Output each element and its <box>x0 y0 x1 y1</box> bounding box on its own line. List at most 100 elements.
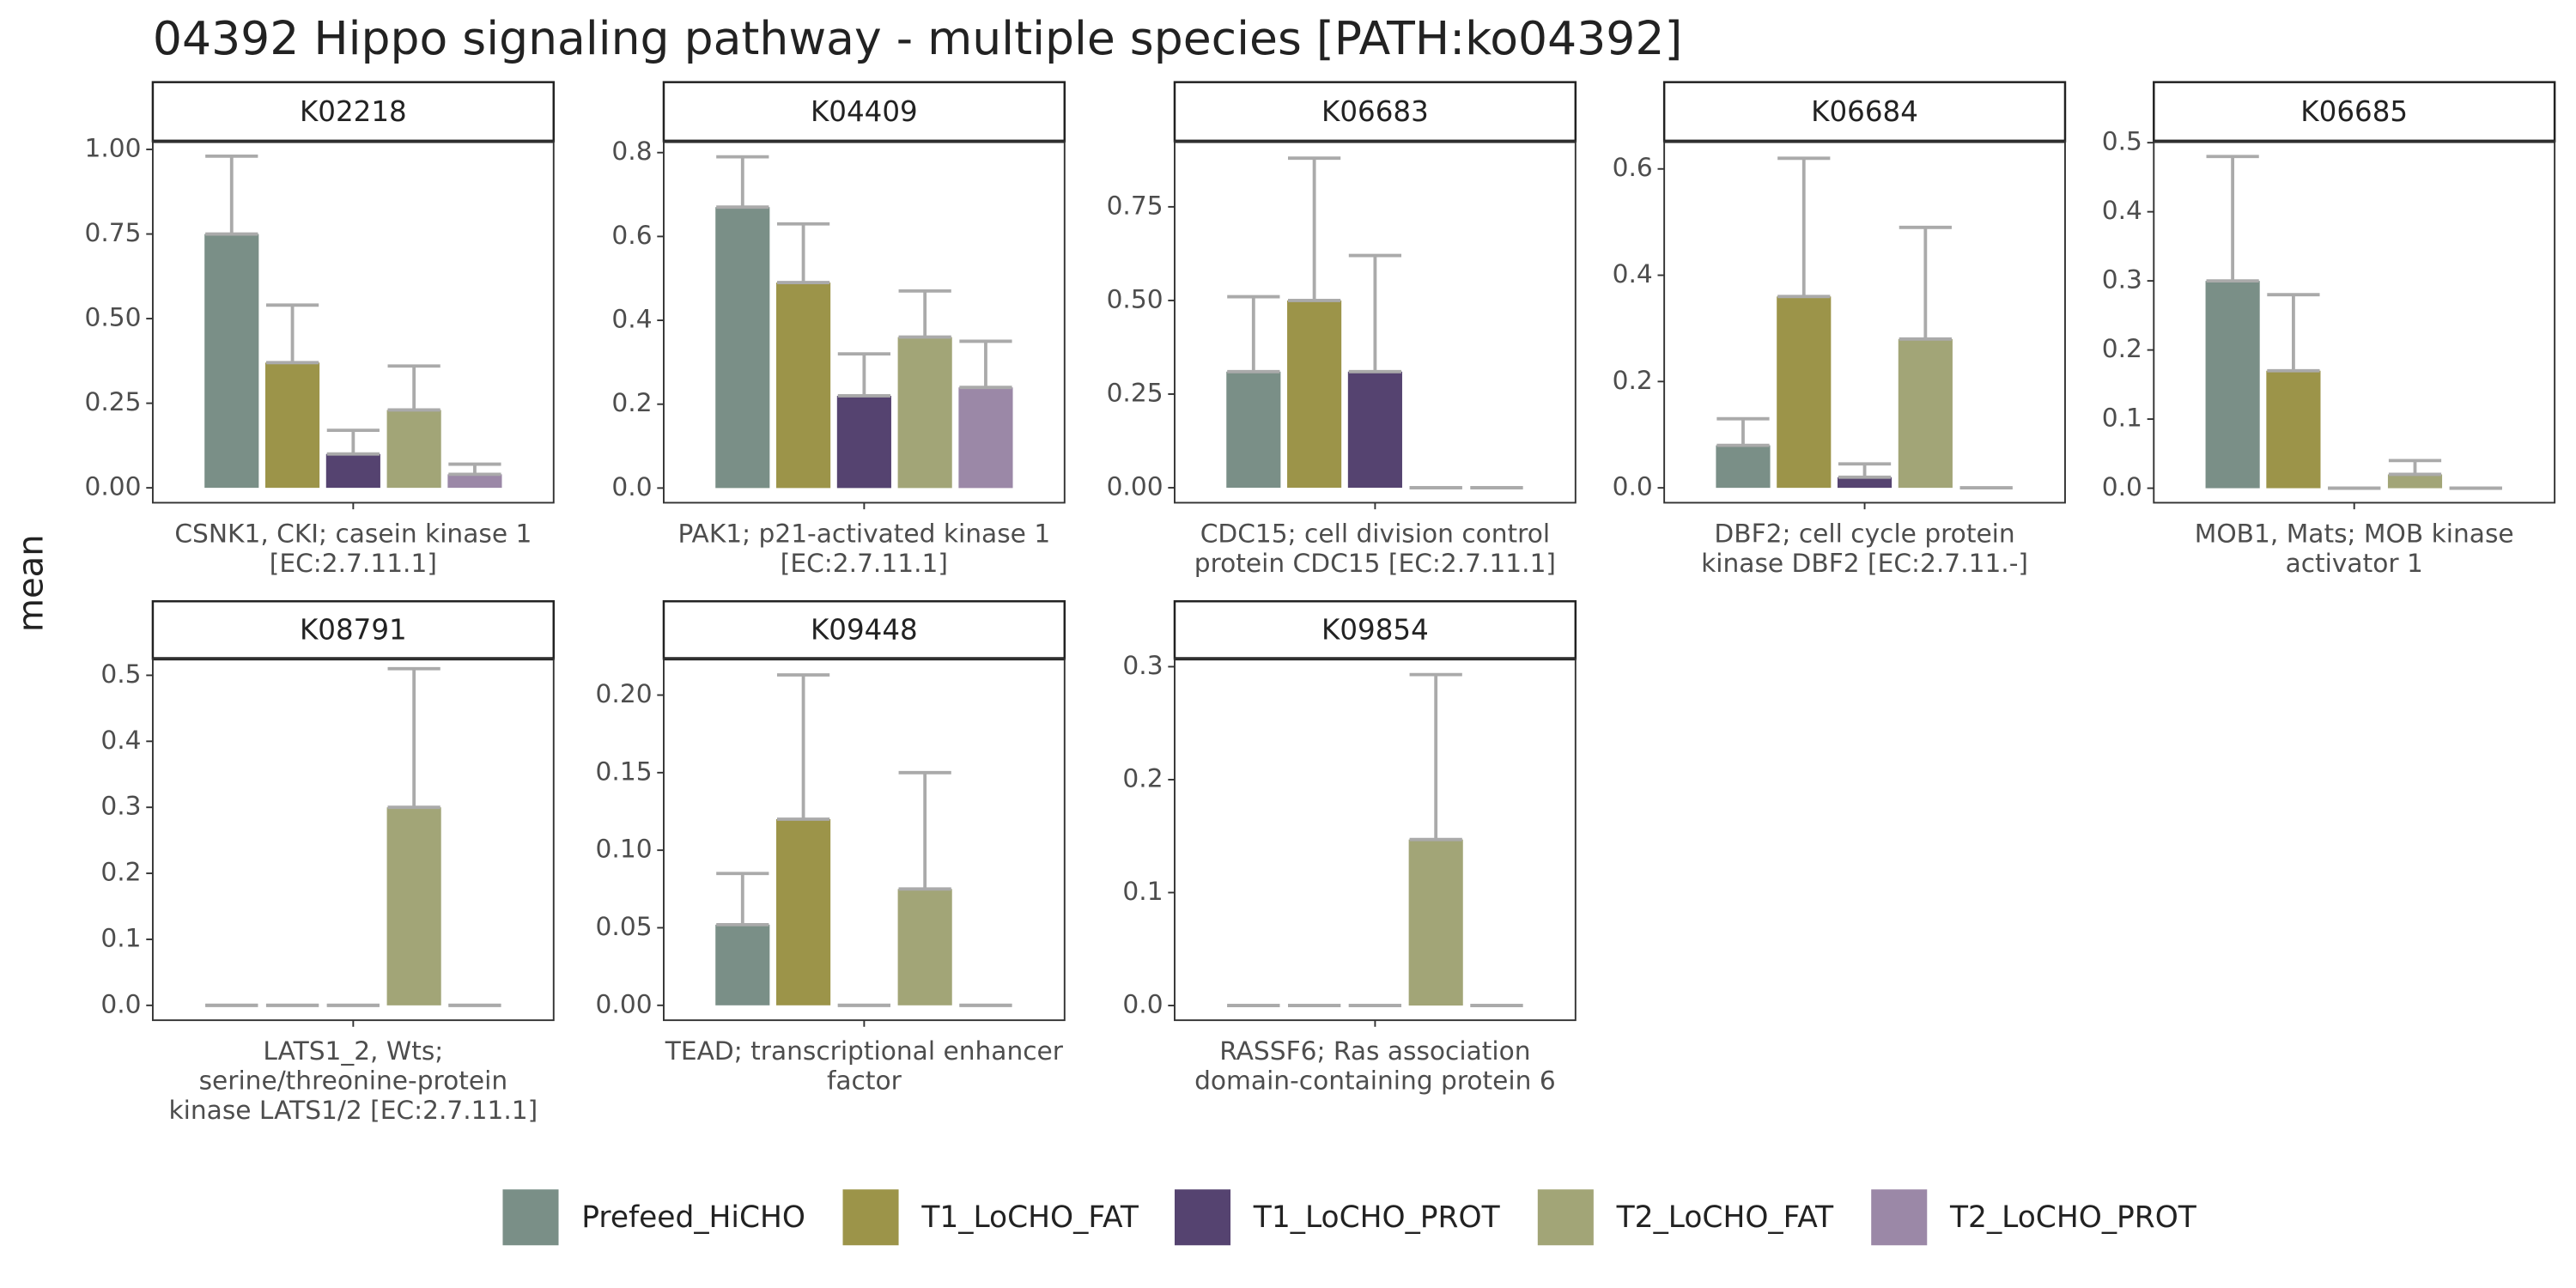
y-tick-label: 0.0 <box>2102 471 2142 501</box>
panel-border <box>1174 658 1577 1022</box>
y-tick-label: 0.0 <box>1613 471 1653 501</box>
y-tick-label: 0.3 <box>2102 264 2142 295</box>
bar <box>897 889 952 1005</box>
x-label-line: DBF2; cell cycle protein <box>1714 518 2014 548</box>
strip-label: K04409 <box>811 95 918 128</box>
strip <box>2153 81 2556 143</box>
legend-swatch <box>502 1189 559 1246</box>
y-tick-label: 0.1 <box>1122 876 1163 906</box>
bar <box>1777 296 1832 489</box>
chart-title: 04392 Hippo signaling pathway - multiple… <box>153 11 1682 65</box>
x-label-line: kinase LATS1/2 [EC:2.7.11.1] <box>168 1095 538 1125</box>
x-axis-label: LATS1_2, Wts; serine/threonine-protein kin… <box>168 1036 538 1125</box>
strip-label: K08791 <box>300 614 407 647</box>
y-tick-label: 0.2 <box>100 857 141 887</box>
bar <box>264 362 320 489</box>
y-tick-label: 0.2 <box>2102 333 2142 363</box>
y-tick-label: 0.0 <box>1122 989 1163 1019</box>
x-label-line: RASSF6; Ras association <box>1219 1036 1530 1066</box>
strip-label: K09448 <box>811 614 918 647</box>
bar <box>1408 839 1463 1006</box>
strip <box>1173 81 1577 143</box>
panel-border <box>663 658 1066 1022</box>
bar <box>1837 477 1893 489</box>
legend-label: T1_LoCHO_FAT <box>920 1200 1139 1235</box>
x-axis-label: RASSF6; Ras association domain-containing… <box>1194 1036 1556 1095</box>
y-tick-label: 0.3 <box>1122 650 1163 680</box>
y-tick-label: 0.8 <box>611 136 652 166</box>
x-label-line: CSNK1, CKI; casein kinase 1 <box>174 518 532 548</box>
legend-label: T1_LoCHO_PROT <box>1253 1200 1501 1235</box>
y-tick-label: 0.1 <box>2102 403 2142 433</box>
x-axis-label: PAK1; p21-activated kinase 1 [EC:2.7.11.1… <box>678 518 1051 577</box>
x-label-line: TEAD; transcriptional enhancer <box>665 1036 1064 1066</box>
bar <box>204 234 259 489</box>
x-axis-label: MOB1, Mats; MOB kinase activator 1 <box>2195 518 2514 577</box>
x-axis-label: CSNK1, CKI; casein kinase 1 [EC:2.7.11.1] <box>174 518 532 577</box>
x-label-line: factor <box>827 1065 902 1095</box>
x-label-line: kinase DBF2 [EC:2.7.11.-] <box>1701 548 2028 578</box>
bar <box>1287 300 1342 489</box>
bar <box>325 453 380 489</box>
y-tick-label: 0.00 <box>85 471 142 501</box>
legend-label: T2_LoCHO_FAT <box>1616 1200 1835 1235</box>
y-tick-label: 0.4 <box>611 304 652 334</box>
strip-label: K06683 <box>1321 95 1429 128</box>
strip <box>1173 600 1577 660</box>
x-label-line: activator 1 <box>2286 548 2423 578</box>
y-tick-label: 0.6 <box>611 220 652 250</box>
legend-swatch <box>1174 1189 1231 1246</box>
bar <box>2205 281 2260 489</box>
legend-swatch <box>842 1189 899 1246</box>
strip-label: K02218 <box>300 95 407 128</box>
y-tick-label: 0.5 <box>100 659 141 689</box>
y-tick-label: 0.0 <box>100 988 141 1018</box>
bar <box>1898 338 1953 489</box>
legend-swatch <box>1537 1189 1594 1246</box>
x-label-line: MOB1, Mats; MOB kinase <box>2195 518 2514 548</box>
x-label-line: PAK1; p21-activated kinase 1 <box>678 518 1051 548</box>
y-tick-label: 0.6 <box>1613 152 1653 182</box>
bar <box>715 207 770 489</box>
y-tick-label: 0.75 <box>85 217 142 247</box>
x-label-line: domain-containing protein 6 <box>1194 1065 1556 1095</box>
y-tick-label: 0.4 <box>100 725 141 755</box>
x-axis-label: CDC15; cell division control protein CDC1… <box>1194 518 1556 577</box>
bar <box>2387 474 2443 489</box>
y-tick-label: 0.4 <box>2102 195 2142 225</box>
bar <box>715 924 770 1005</box>
bar <box>2266 370 2321 489</box>
strip-label: K09854 <box>1321 614 1429 647</box>
bar <box>1347 371 1402 489</box>
x-label-line: [EC:2.7.11.1] <box>781 548 948 578</box>
y-tick-label: 0.5 <box>2102 126 2142 156</box>
x-axis-label: TEAD; transcriptional enhancer factor <box>665 1036 1064 1095</box>
bar <box>386 807 441 1005</box>
bar <box>897 337 952 489</box>
y-tick-label: 0.1 <box>100 922 141 952</box>
strip <box>662 81 1066 143</box>
strip <box>151 600 556 660</box>
y-tick-label: 0.3 <box>100 791 141 821</box>
strip <box>151 81 556 143</box>
y-tick-label: 1.00 <box>85 132 142 162</box>
y-tick-label: 0.75 <box>1107 190 1163 220</box>
y-tick-label: 0.0 <box>611 471 652 501</box>
bar <box>776 283 831 489</box>
y-tick-label: 0.20 <box>596 678 653 708</box>
x-axis-label: DBF2; cell cycle protein kinase DBF2 [EC:… <box>1701 518 2028 577</box>
bar <box>1226 371 1281 489</box>
legend-label: Prefeed_HiCHO <box>581 1200 805 1235</box>
bar <box>836 395 891 489</box>
y-tick-label: 0.25 <box>85 386 142 416</box>
y-tick-label: 0.05 <box>596 911 653 941</box>
x-label-line: serine/threonine-protein <box>199 1065 508 1095</box>
bar <box>776 819 831 1005</box>
y-tick-label: 0.50 <box>1107 283 1163 313</box>
bar <box>447 474 502 489</box>
y-tick-label: 0.25 <box>1107 377 1163 407</box>
y-tick-label: 0.00 <box>1107 471 1163 501</box>
y-axis-label: mean <box>12 534 52 632</box>
y-tick-label: 0.00 <box>596 988 653 1018</box>
y-tick-label: 0.2 <box>1122 762 1163 793</box>
